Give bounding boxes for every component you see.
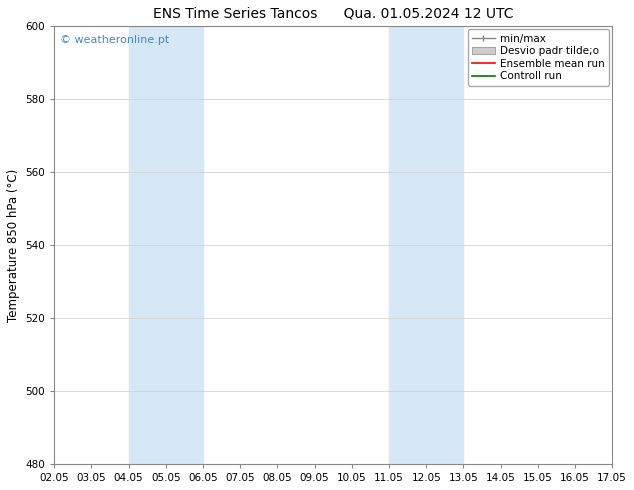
Y-axis label: Temperature 850 hPa (°C): Temperature 850 hPa (°C) — [7, 169, 20, 322]
Title: ENS Time Series Tancos      Qua. 01.05.2024 12 UTC: ENS Time Series Tancos Qua. 01.05.2024 1… — [153, 7, 514, 21]
Bar — [389, 26, 463, 464]
Bar — [129, 26, 203, 464]
Legend: min/max, Desvio padr tilde;o, Ensemble mean run, Controll run: min/max, Desvio padr tilde;o, Ensemble m… — [468, 29, 609, 86]
Text: © weatheronline.pt: © weatheronline.pt — [60, 35, 169, 45]
